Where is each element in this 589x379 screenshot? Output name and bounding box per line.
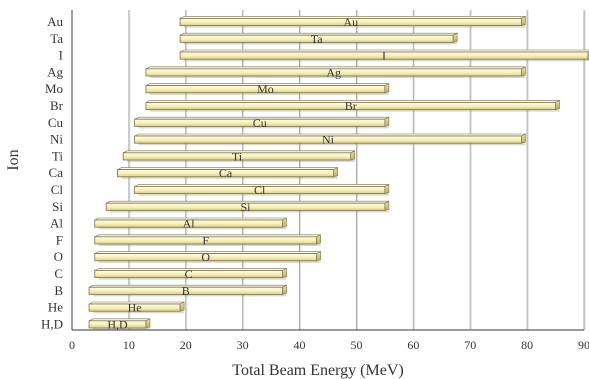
bar-end bbox=[282, 284, 287, 295]
bar-label: O bbox=[201, 250, 210, 264]
bar-label: Br bbox=[345, 99, 357, 113]
bar-label: Ni bbox=[322, 133, 335, 147]
bar-shadow bbox=[138, 126, 389, 129]
y-tick-label: B bbox=[54, 283, 63, 298]
bar-end bbox=[452, 32, 458, 43]
x-tick-label: 50 bbox=[350, 338, 362, 352]
y-tick-label: Ti bbox=[52, 148, 63, 163]
bar-shadow bbox=[184, 25, 526, 28]
y-tick-label: Ni bbox=[50, 132, 63, 147]
bar-end bbox=[350, 150, 356, 161]
x-labels-layer: 0 10 20 30 40 50 60 70 80 90 bbox=[69, 338, 589, 352]
y-tick-label: Cl bbox=[51, 182, 64, 197]
x-tick-label: 10 bbox=[123, 338, 135, 352]
y-tick-label: O bbox=[54, 249, 63, 264]
y-tick-label: Cu bbox=[48, 115, 64, 130]
bar-label: I bbox=[382, 49, 386, 63]
bar-shadow bbox=[184, 59, 589, 62]
x-tick-label: 0 bbox=[69, 338, 75, 352]
bar-label: H,D bbox=[107, 317, 128, 331]
y-tick-label: He bbox=[48, 300, 63, 315]
y-axis-title: Ion bbox=[5, 149, 22, 170]
y-tick-label: Ta bbox=[50, 31, 63, 46]
y-tick-label: Ca bbox=[49, 165, 64, 180]
y-tick-label: H,D bbox=[41, 316, 63, 331]
bar-end bbox=[521, 66, 526, 77]
bar-shadow bbox=[149, 76, 526, 78]
axes-layer bbox=[71, 10, 584, 331]
y-tick-label: Br bbox=[50, 98, 64, 113]
bar-label: Cu bbox=[253, 116, 267, 130]
y-tick-label: Au bbox=[47, 14, 63, 29]
bar-label: Ta bbox=[311, 32, 323, 46]
bar-end bbox=[521, 15, 526, 26]
bar-shadow bbox=[93, 311, 185, 314]
bar-end bbox=[179, 301, 185, 312]
x-axis-title: Total Beam Energy (MeV) bbox=[232, 362, 403, 379]
y-tick-label: Si bbox=[52, 199, 63, 214]
bar-shadow bbox=[93, 294, 287, 297]
bar-shadow bbox=[149, 109, 560, 112]
bar-end bbox=[555, 99, 560, 110]
x-tick-label: 90 bbox=[578, 338, 589, 352]
bar-label: Ca bbox=[219, 166, 233, 180]
bar-end bbox=[282, 267, 287, 278]
bar-label: C bbox=[185, 267, 193, 281]
bar-shadow bbox=[98, 260, 321, 263]
y-tick-label: Mo bbox=[45, 81, 63, 96]
bar-end bbox=[333, 167, 338, 178]
bar-label: He bbox=[128, 301, 142, 315]
bar-end bbox=[145, 318, 151, 329]
bar-shadow bbox=[98, 277, 287, 280]
bar-label: B bbox=[182, 284, 190, 298]
bar-label: Cl bbox=[254, 183, 266, 197]
bar-end bbox=[316, 251, 321, 262]
bar-end bbox=[384, 116, 390, 127]
bar-shadow bbox=[110, 210, 389, 213]
grid-layer bbox=[128, 10, 586, 330]
x-tick-label: 70 bbox=[464, 338, 476, 352]
bar-end bbox=[384, 183, 390, 194]
bar-shadow bbox=[149, 92, 389, 95]
bar-end bbox=[384, 200, 390, 211]
bar-shadow bbox=[138, 193, 389, 196]
bar-end bbox=[384, 83, 390, 94]
bar-label: Ti bbox=[232, 149, 243, 163]
bar-label: Al bbox=[183, 217, 196, 231]
y-tick-label: Al bbox=[50, 216, 63, 231]
bar-end bbox=[282, 217, 287, 228]
bar-shadow bbox=[121, 176, 338, 179]
bar-shadow bbox=[127, 160, 355, 162]
bar-shadow bbox=[184, 42, 458, 45]
bar-end bbox=[316, 234, 321, 245]
bar-shadow bbox=[98, 227, 287, 230]
bar-label: Mo bbox=[257, 82, 274, 96]
x-tick-label: 60 bbox=[407, 338, 419, 352]
y-tick-label: C bbox=[54, 266, 63, 281]
x-tick-label: 30 bbox=[237, 338, 249, 352]
bar-label: F bbox=[202, 233, 209, 247]
bar-label: Si bbox=[241, 200, 252, 214]
bar-label: Au bbox=[343, 15, 358, 29]
bar-end bbox=[521, 133, 526, 144]
bar-shadow bbox=[138, 143, 526, 146]
x-tick-label: 20 bbox=[180, 338, 192, 352]
x-tick-label: 80 bbox=[521, 338, 533, 352]
x-tick-label: 40 bbox=[294, 338, 306, 352]
y-tick-label: Ag bbox=[47, 64, 63, 79]
y-tick-label: I bbox=[59, 48, 63, 63]
bar-label: Ag bbox=[326, 65, 341, 79]
bar-shadow bbox=[98, 244, 321, 246]
y-tick-label: F bbox=[56, 232, 63, 247]
